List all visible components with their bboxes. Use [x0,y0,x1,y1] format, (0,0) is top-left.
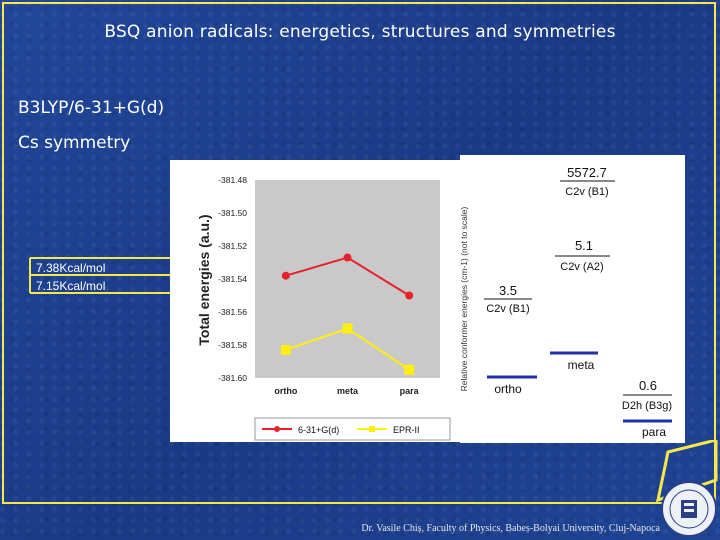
y-tick-label: -381.54 [218,274,247,284]
y-tick-label: -381.56 [218,307,247,317]
data-point-2-ortho [280,344,291,355]
legend-label-1: 6-31+G(d) [298,425,339,435]
level-value-1: 5572.7 [567,165,607,180]
slide-title: BSQ anion radicals: energetics, structur… [104,22,616,42]
relative-energy-diagram: Relative conformer energies (cm-1) (not … [459,155,685,443]
level-value-4: 0.6 [639,378,657,393]
y-tick-label: -381.50 [218,208,247,218]
isomer-label-meta: meta [568,358,595,372]
symmetry-label: Cs symmetry [18,133,131,153]
x-tick-label: ortho [274,386,297,396]
legend-box [254,417,451,441]
total-energy-plot: -381.48 -381.50 -381.52 -381.54 -381.56 -381.… [196,175,451,441]
y-tick-label: -381.60 [218,373,247,383]
diagram-y-label: Relative conformer energies (cm-1) (not … [460,206,469,391]
data-point-1-ortho [281,271,290,280]
level-value-3: 3.5 [499,283,517,298]
level-label-1: C2v (B1) [565,186,608,198]
level-label-2: C2v (A2) [560,261,603,273]
level-label-3: C2v (B1) [486,303,529,315]
legend-label-2: EPR-II [393,425,420,435]
level-label-4: D2h (B3g) [622,400,672,412]
legend-marker-2 [369,426,375,432]
x-tick-label: meta [337,386,359,396]
isomer-label-ortho: ortho [494,382,522,396]
legend-marker-1 [274,426,280,432]
slide-frame [2,2,716,504]
footer-credit: Dr. Vasile Chiș, Faculty of Physics, Bab… [361,523,660,534]
corner-decoration [655,440,718,503]
y-tick-label: -381.48 [218,175,247,185]
data-point-2-meta [342,323,353,334]
y-axis-label: Total energies (a.u.) [196,214,212,345]
x-tick-label: para [400,386,420,396]
data-point-1-meta [343,253,352,262]
energy-difference-2: 7.15Kcal/mol [36,279,106,293]
relative-energy-plot: Relative conformer energies (cm-1) (not … [459,165,672,439]
data-point-1-para [405,291,414,300]
level-value-2: 5.1 [575,238,593,253]
method-label: B3LYP/6-31+G(d) [18,98,165,118]
energy-difference-1: 7.38Kcal/mol [36,261,106,275]
total-energy-chart: -381.48 -381.50 -381.52 -381.54 -381.56 -381.… [170,160,460,442]
university-seal-logo [661,481,717,537]
isomer-label-para: para [642,425,666,439]
y-tick-label: -381.52 [218,241,247,251]
data-point-2-para [404,364,415,375]
y-tick-label: -381.58 [218,340,247,350]
